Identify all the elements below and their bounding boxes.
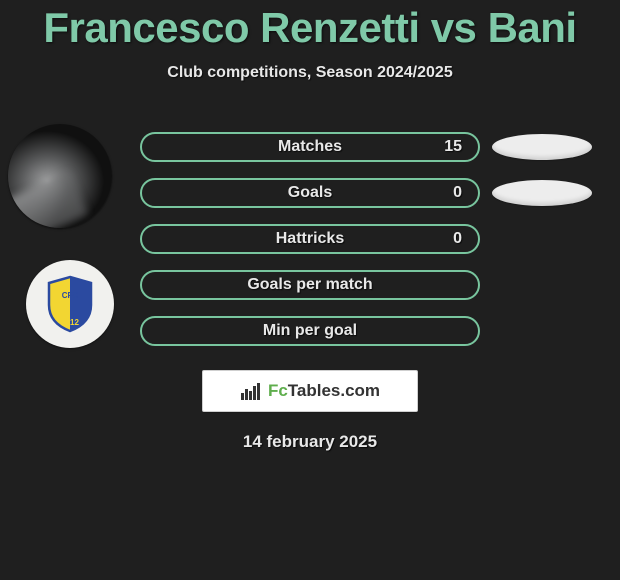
- stat-label: Min per goal: [263, 322, 357, 340]
- brand-dotcom: .com: [340, 381, 380, 400]
- brand-tables: Tables: [288, 381, 341, 400]
- stat-value: 0: [453, 184, 462, 202]
- brand-fc: Fc: [268, 381, 288, 400]
- stat-pill-matches: Matches 15: [140, 132, 480, 162]
- right-blob: [492, 180, 592, 206]
- bars-icon: [240, 381, 262, 401]
- stat-label: Goals per match: [247, 276, 372, 294]
- page-title: Francesco Renzetti vs Bani: [0, 0, 620, 52]
- stat-value: 0: [453, 230, 462, 248]
- stat-pill-goals-per-match: Goals per match: [140, 270, 480, 300]
- stats-list: Matches 15 Goals 0 Hattricks 0 Goals per…: [0, 124, 620, 354]
- stat-label: Matches: [278, 138, 342, 156]
- stat-row: Goals per match: [0, 262, 620, 308]
- stat-pill-min-per-goal: Min per goal: [140, 316, 480, 346]
- stat-value: 15: [444, 138, 462, 156]
- page-date: 14 february 2025: [0, 432, 620, 452]
- stat-label: Hattricks: [276, 230, 344, 248]
- stat-pill-hattricks: Hattricks 0: [140, 224, 480, 254]
- stat-row: Goals 0: [0, 170, 620, 216]
- stat-label: Goals: [288, 184, 332, 202]
- stat-row: Hattricks 0: [0, 216, 620, 262]
- right-blob: [492, 134, 592, 160]
- page-subtitle: Club competitions, Season 2024/2025: [0, 64, 620, 82]
- brand-badge: FcTables.com: [202, 370, 418, 412]
- brand-text: FcTables.com: [268, 381, 380, 401]
- stat-row: Min per goal: [0, 308, 620, 354]
- stat-row: Matches 15: [0, 124, 620, 170]
- stat-pill-goals: Goals 0: [140, 178, 480, 208]
